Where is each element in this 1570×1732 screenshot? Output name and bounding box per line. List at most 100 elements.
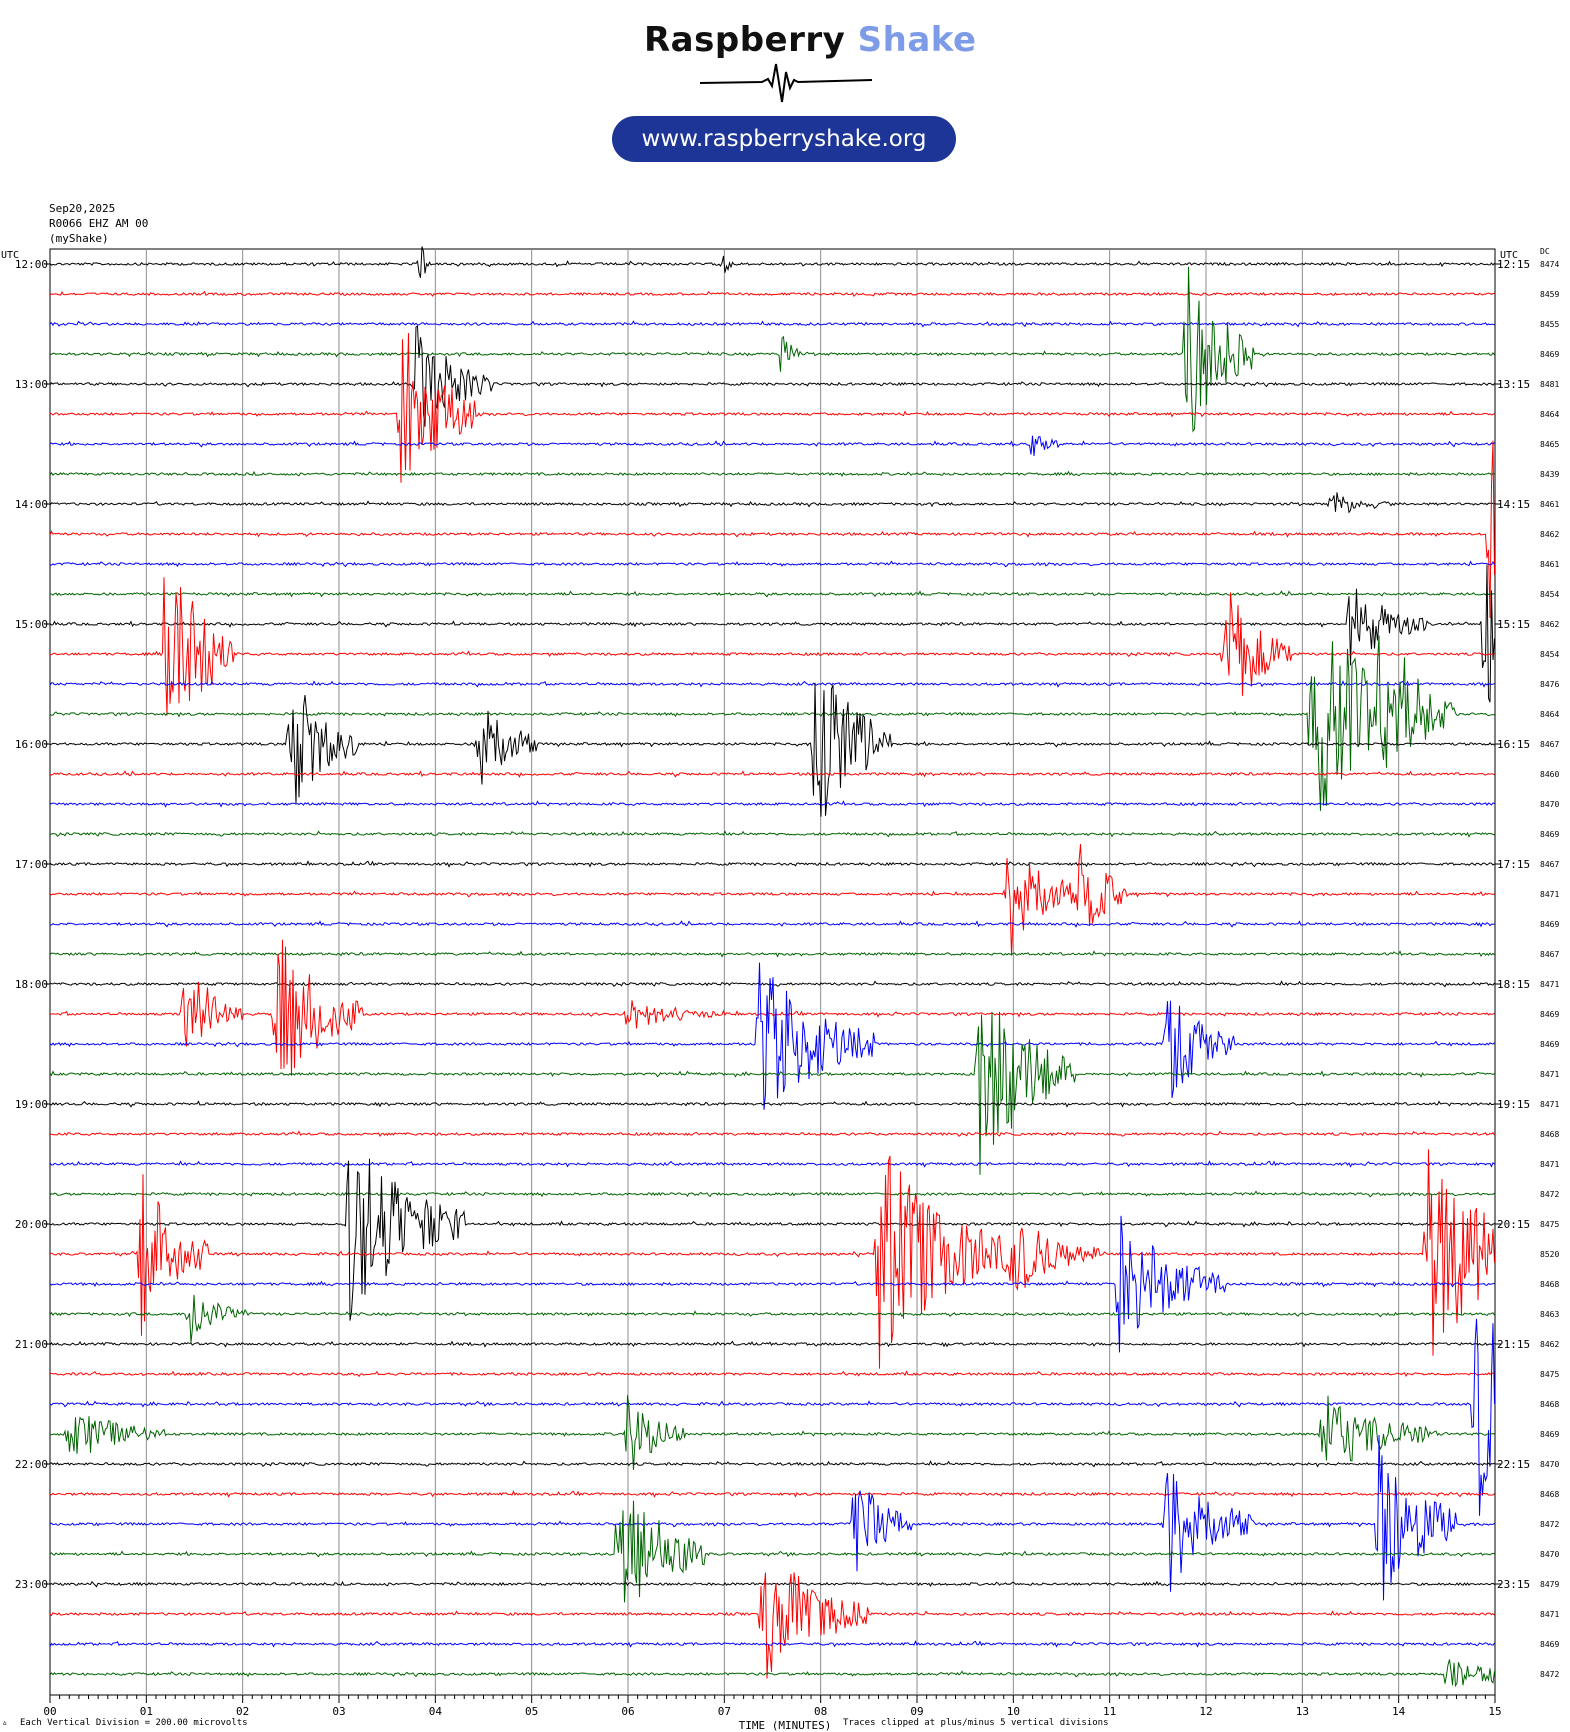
dc-value: 8464 xyxy=(1540,710,1559,719)
trace-line xyxy=(49,1500,1495,1603)
dc-value: 8469 xyxy=(1540,1430,1559,1439)
dc-value: 8470 xyxy=(1540,1550,1559,1559)
x-tick-label: 12 xyxy=(1199,1705,1212,1718)
trace-line xyxy=(49,1158,1495,1321)
trace-line xyxy=(49,1294,1495,1343)
footer-mark: ▵ xyxy=(2,1718,8,1728)
left-hour-label: 21:00 xyxy=(15,1338,48,1351)
dc-value: 8469 xyxy=(1540,1040,1559,1049)
trace-line xyxy=(49,470,1495,478)
dc-value: 8454 xyxy=(1540,590,1559,599)
x-tick-label: 15 xyxy=(1488,1705,1501,1718)
trace-line xyxy=(49,333,1495,483)
dc-value: 8475 xyxy=(1540,1220,1559,1229)
right-hour-label: 19:15 xyxy=(1497,1098,1530,1111)
axis-labels: 00 01 02 03 04 05 06 07 08 09 10 11 12 13 14 15 TIME (MI… xyxy=(1,247,1559,1732)
left-hour-label: 20:00 xyxy=(15,1218,48,1231)
trace-line xyxy=(49,1190,1495,1198)
trace-line xyxy=(49,950,1495,958)
dc-value: 8461 xyxy=(1540,560,1559,569)
trace-line xyxy=(49,1318,1495,1516)
x-tick-label: 04 xyxy=(429,1705,443,1718)
trace-line xyxy=(49,564,1495,703)
trace-line xyxy=(49,320,1495,328)
dc-value: 8464 xyxy=(1540,410,1559,419)
left-hour-label: 14:00 xyxy=(15,498,48,511)
division-note: Each Vertical Division = 200.00 microvol… xyxy=(20,1718,248,1728)
dc-value: 8469 xyxy=(1540,1010,1559,1019)
left-hour-label: 18:00 xyxy=(15,978,48,991)
dc-value: 8454 xyxy=(1540,650,1559,659)
trace-line xyxy=(50,1395,1495,1470)
trace-line xyxy=(49,830,1495,838)
brand-word-raspberry: Raspberry xyxy=(644,20,846,60)
dc-value: 8471 xyxy=(1540,1610,1559,1619)
trace-line xyxy=(49,266,1495,433)
dc-value: 8469 xyxy=(1540,350,1559,359)
dc-value: 8467 xyxy=(1540,860,1559,869)
trace-line xyxy=(49,680,1495,688)
x-tick-label: 01 xyxy=(140,1705,153,1718)
trace-line xyxy=(49,1011,1495,1175)
left-hour-label: 17:00 xyxy=(15,858,48,871)
trace-line xyxy=(49,770,1495,778)
x-tick-label: 11 xyxy=(1103,1705,1116,1718)
trace-line xyxy=(50,590,1495,598)
x-tick-label: 13 xyxy=(1296,1705,1309,1718)
trace-line xyxy=(49,435,1495,457)
dc-value: 8462 xyxy=(1540,530,1559,539)
dc-value: 8474 xyxy=(1540,260,1559,269)
dc-value: 8471 xyxy=(1540,1160,1559,1169)
website-link[interactable]: www.raspberryshake.org xyxy=(612,116,956,162)
x-tick-label: 08 xyxy=(814,1705,827,1718)
trace-line xyxy=(49,1640,1495,1648)
x-tick-label: 09 xyxy=(910,1705,923,1718)
seismograph-icon xyxy=(700,63,872,103)
trace-line xyxy=(49,1572,1495,1679)
right-hour-label: 21:15 xyxy=(1497,1338,1530,1351)
x-tick-label: 00 xyxy=(43,1705,56,1718)
dc-value: 8465 xyxy=(1540,440,1559,449)
trace-line xyxy=(49,1659,1495,1688)
trace-group xyxy=(49,246,1495,1688)
trace-line xyxy=(49,325,1495,427)
dc-value: 8472 xyxy=(1540,1670,1559,1679)
logo-header: Raspberry Shake www.raspberryshake.org xyxy=(0,0,1570,180)
dc-value: 8468 xyxy=(1540,1490,1559,1499)
dc-value: 8475 xyxy=(1540,1370,1559,1379)
dc-value: 8468 xyxy=(1540,1130,1559,1139)
trace-line xyxy=(49,1130,1495,1138)
dc-value: 8470 xyxy=(1540,1460,1559,1469)
trace-line xyxy=(49,800,1495,808)
brand-name: Raspberry Shake xyxy=(644,20,977,60)
left-axis-title: UTC xyxy=(1,250,19,261)
x-axis-title: TIME (MINUTES) xyxy=(739,1719,832,1732)
dc-value: 8460 xyxy=(1540,770,1559,779)
right-hour-label: 15:15 xyxy=(1497,618,1530,631)
left-hour-label: 15:00 xyxy=(15,618,48,631)
dc-value: 8471 xyxy=(1540,1100,1559,1109)
left-hour-label: 12:00 xyxy=(15,258,48,271)
dc-value: 8471 xyxy=(1540,1070,1559,1079)
trace-line xyxy=(49,939,1495,1076)
left-hour-label: 19:00 xyxy=(15,1098,48,1111)
dc-value: 8459 xyxy=(1540,290,1559,299)
x-tick-label: 05 xyxy=(525,1705,538,1718)
right-hour-label: 16:15 xyxy=(1497,738,1530,751)
trace-line xyxy=(49,1160,1495,1168)
right-hour-label: 12:15 xyxy=(1497,258,1530,271)
dc-value: 8471 xyxy=(1540,890,1559,899)
dc-value: 8468 xyxy=(1540,1400,1559,1409)
brand-word-shake: Shake xyxy=(857,20,977,60)
trace-line xyxy=(49,246,1495,278)
trace-line xyxy=(49,1580,1495,1588)
left-hour-label: 23:00 xyxy=(15,1578,48,1591)
x-tick-label: 07 xyxy=(718,1705,731,1718)
trace-line xyxy=(49,682,1495,817)
station-id: R0066 EHZ AM 00 xyxy=(49,217,149,230)
plot-date: Sep20,2025 xyxy=(49,202,116,215)
trace-line xyxy=(49,1460,1495,1468)
dc-value: 8520 xyxy=(1540,1250,1559,1259)
grid xyxy=(44,248,1501,1703)
